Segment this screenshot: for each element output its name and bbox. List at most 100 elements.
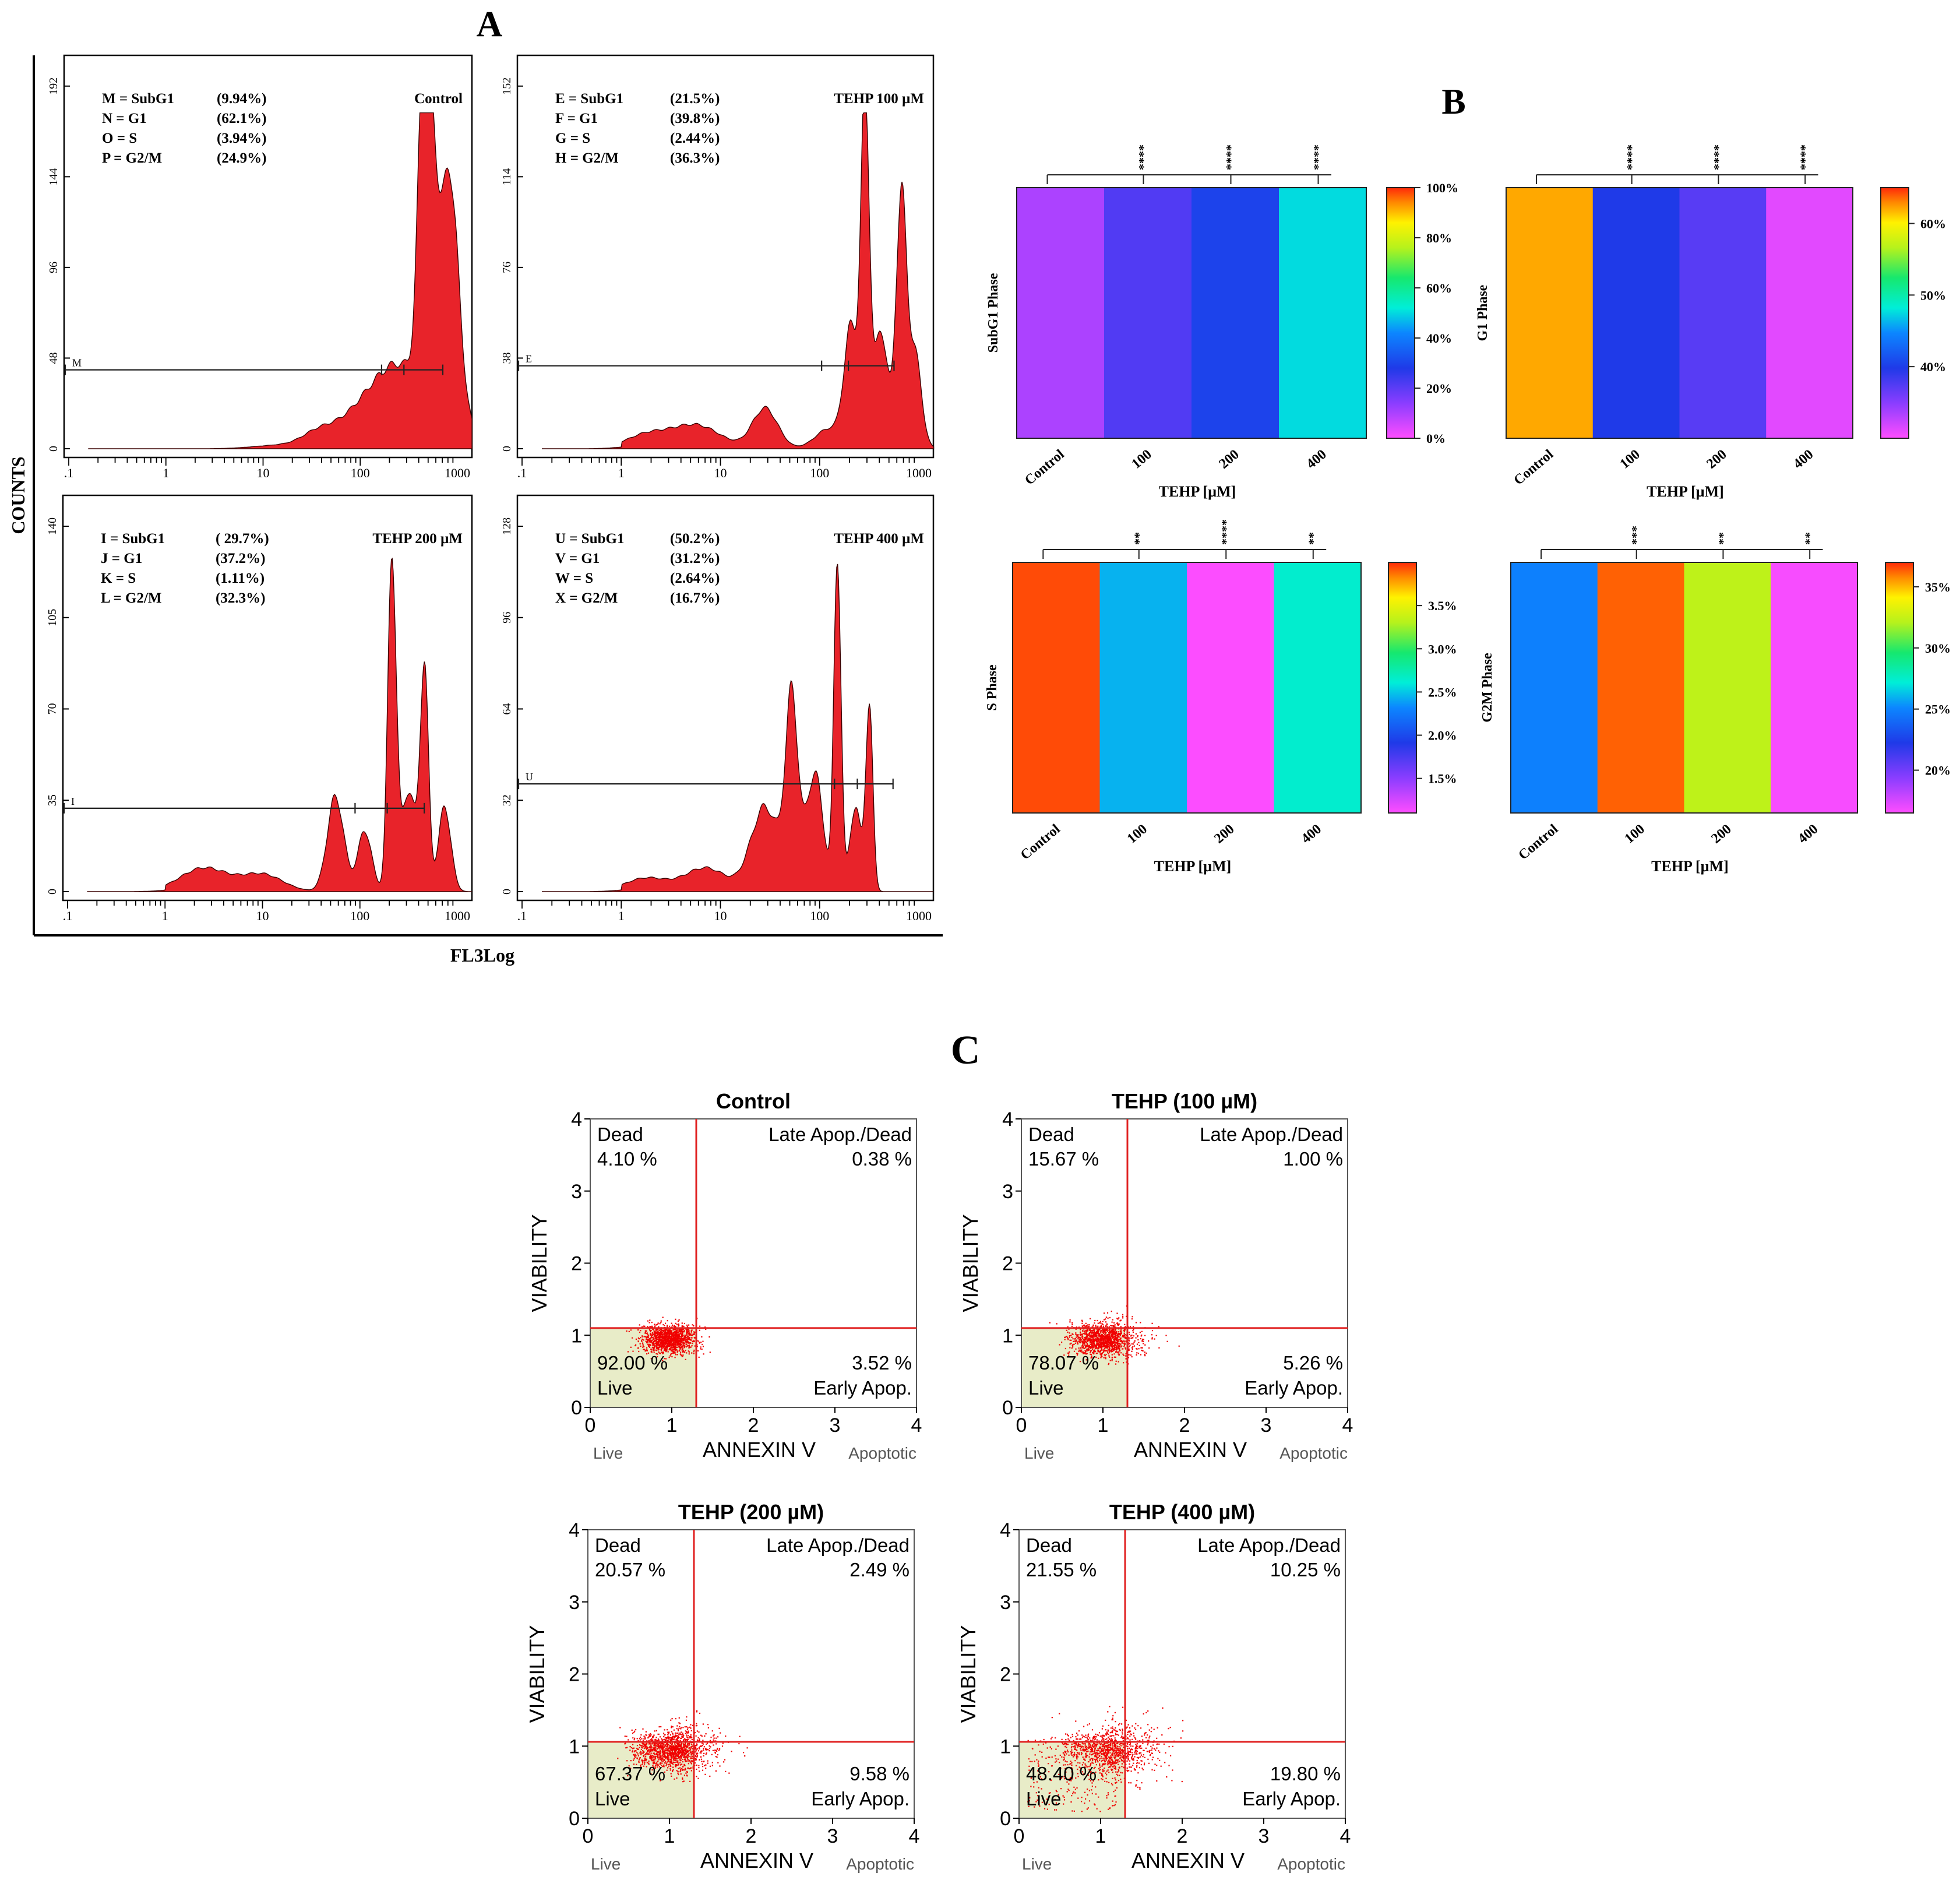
colorbar-tick-label: 2.0% [1428,728,1457,743]
annexin-x-apoptotic-label: Apoptotic [1279,1444,1348,1462]
quadrant-dead-label: Dead [1028,1124,1074,1145]
histogram-legend-label: E = SubG1 [555,91,623,107]
colorbar-tick-label: 40% [1426,331,1452,346]
annexin-y-tick-label: 3 [1000,1592,1011,1614]
heatmap-cell [1191,188,1279,438]
heatmap-cell [1099,562,1187,813]
histogram-legend-label: F = G1 [555,111,598,126]
histogram-x-tick-label: 1000 [445,466,470,480]
histogram-y-tick-label: 114 [500,168,513,185]
annexin-plot-title: TEHP (200 µM) [678,1500,824,1524]
annexin-plot: 00 1 1 2 2 3 3 4 4 Control ANNEXIN V Live Apoptotic V… [527,1089,922,1462]
heatmap-category-label: Control [1511,446,1557,488]
heatmap-frame [1016,187,1367,439]
histogram-legend-label: G = S [555,131,590,146]
quadrant-early-value: 9.58 % [849,1763,910,1784]
annexin-y-tick-label: 1 [571,1325,582,1347]
histogram-legend-value: (24.9%) [217,150,266,166]
histogram-y-tick-label: 140 [46,517,59,535]
heatmap-cell [1592,188,1680,438]
heatmap-plot: Control 100 200 400 TEHP [µM] SubG1 Phase ****… [986,145,1458,500]
histogram-x-tick-label: .1 [64,466,74,480]
histogram-legend-value: (21.5%) [670,91,720,107]
quadrant-live-label: Live [595,1788,630,1809]
histogram-gate-label: M [72,357,82,369]
histogram-legend-label: L = G2/M [101,590,162,606]
histogram-legend-label: M = SubG1 [102,91,174,107]
histogram-x-tick-label: .1 [517,909,527,923]
quadrant-early-value: 3.52 % [852,1352,912,1374]
quadrant-late-value: 10.25 % [1270,1559,1341,1580]
annexin-y-axis-label: VIABILITY [527,1214,551,1312]
heatmap-cell [1104,188,1192,438]
colorbar-tick-label: 20% [1426,381,1452,396]
heatmap-category-label: Control [1018,821,1063,862]
heatmap-category-label: 200 [1708,822,1734,847]
annexin-x-tick-label: 1 [1098,1414,1109,1437]
annexin-x-tick-label: 2 [746,1825,757,1847]
histogram-legend-label: U = SubG1 [555,531,624,547]
histogram-legend-value: (62.1%) [217,111,266,126]
histogram-legend-label: H = G2/M [555,150,619,166]
annexin-y-tick-label: 4 [569,1519,580,1541]
heatmap-category-label: 200 [1211,822,1237,847]
histogram-x-tick-label: 1 [162,909,168,923]
colorbar [1880,187,1909,439]
annexin-x-live-label: Live [1022,1855,1052,1873]
colorbar [1388,562,1417,814]
annexin-plot: 00 1 1 2 2 3 3 4 4 TEHP (100 µM) ANNEXIN V Live Apop… [958,1089,1353,1462]
heatmap-category-label: 100 [1129,447,1155,472]
histogram-distribution [542,112,935,449]
heatmap-cell [1766,188,1853,438]
histogram-legend-value: (31.2%) [670,551,720,566]
annexin-x-tick-label: 3 [830,1414,841,1437]
heatmap-category-label: 200 [1217,447,1242,472]
histogram-x-axis-label: FL3Log [450,945,514,966]
histogram-legend-label: N = G1 [102,111,147,126]
histogram-y-tick-label: 96 [47,262,60,273]
annexin-x-axis-label: ANNEXIN V [1131,1849,1245,1872]
histogram-legend-label: K = S [101,571,136,586]
heatmap-y-axis-label: G1 Phase [1475,284,1490,341]
heatmap-category-label: 400 [1790,447,1816,472]
heatmap-category-label: Control [1516,821,1561,862]
histogram-x-tick-label: 1 [163,466,169,480]
significance-stars: ** [1802,532,1817,545]
histogram-x-tick-label: 1000 [906,909,932,923]
heatmap-frame [1510,562,1858,814]
annexin-y-tick-label: 0 [571,1397,582,1419]
histogram-gate-label: I [71,795,75,807]
annexin-y-tick-label: 3 [571,1181,582,1203]
colorbar-tick-label: 100% [1426,181,1458,195]
histogram-legend-value: (3.94%) [217,131,266,146]
histogram-legend-label: I = SubG1 [101,531,165,547]
histogram-legend-value: ( 29.7%) [216,531,269,547]
annexin-x-apoptotic-label: Apoptotic [846,1855,914,1873]
annexin-x-tick-label: 2 [1177,1825,1188,1847]
significance-stars: **** [1136,145,1151,170]
histogram-y-tick-label: 70 [46,703,59,715]
annexin-y-tick-label: 0 [1002,1397,1013,1419]
histogram-legend-value: (36.3%) [670,150,720,166]
histogram-y-axis-label: COUNTS [8,456,29,534]
heatmap-category-label: 200 [1704,447,1729,472]
annexin-x-axis-label: ANNEXIN V [1134,1438,1247,1462]
histogram-y-tick-label: 105 [46,609,59,626]
annexin-x-live-label: Live [593,1444,623,1462]
annexin-x-tick-label: 1 [667,1414,678,1437]
histogram-x-tick-label: 1 [618,466,625,480]
quadrant-dead-value: 15.67 % [1028,1148,1099,1170]
histogram-x-tick-label: 100 [351,466,370,480]
histogram-y-tick-label: 0 [46,889,59,895]
histogram-x-tick-label: .1 [517,466,527,480]
significance-stars: **** [1218,519,1233,545]
annexin-plot: 00 1 1 2 2 3 3 4 4 TEHP (400 µM) ANNEXIN V Live Apop… [956,1500,1351,1873]
annexin-y-tick-label: 0 [569,1808,580,1830]
histogram-legend-label: P = G2/M [102,150,162,166]
heatmap-category-label: 100 [1124,822,1150,847]
annexin-x-tick-label: 3 [1261,1414,1272,1437]
heatmap-cell [1279,188,1367,438]
histogram-x-tick-label: 1000 [906,466,932,480]
annexin-y-tick-label: 1 [569,1735,580,1758]
quadrant-dead-value: 4.10 % [597,1148,657,1170]
